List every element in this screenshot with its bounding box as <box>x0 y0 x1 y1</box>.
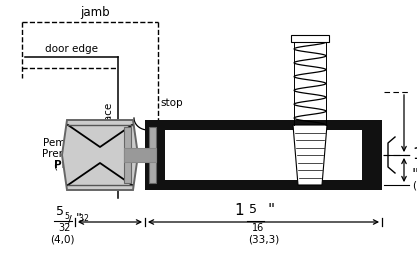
Text: ): ) <box>70 160 74 170</box>
Bar <box>165 130 362 180</box>
Text: PK: PK <box>54 160 70 170</box>
Text: 1: 1 <box>412 147 417 162</box>
Text: stop: stop <box>160 98 183 108</box>
Text: 5: 5 <box>56 205 64 218</box>
Text: ": " <box>76 213 82 225</box>
Bar <box>149 127 156 183</box>
Polygon shape <box>62 120 138 190</box>
Bar <box>124 127 131 183</box>
Text: (12,7): (12,7) <box>412 180 417 190</box>
Text: (4,0): (4,0) <box>50 234 74 244</box>
Text: ": " <box>412 168 417 183</box>
Bar <box>124 148 156 162</box>
Bar <box>291 35 329 42</box>
Text: (33,3): (33,3) <box>248 234 279 244</box>
Text: 1: 1 <box>234 203 244 218</box>
Text: door face: door face <box>104 102 114 151</box>
Text: 5: 5 <box>249 203 258 216</box>
Text: door edge: door edge <box>45 44 98 54</box>
Text: $_{32}$: $_{32}$ <box>78 213 89 225</box>
Text: Prene™: Prene™ <box>42 149 82 159</box>
Text: (: ( <box>53 160 57 170</box>
Text: $^5\!/$: $^5\!/$ <box>64 210 73 228</box>
Text: 16: 16 <box>252 223 265 233</box>
Bar <box>145 120 382 190</box>
Text: jamb: jamb <box>80 6 110 19</box>
Text: Pemko-: Pemko- <box>43 138 81 148</box>
Text: 32: 32 <box>59 223 71 233</box>
Polygon shape <box>293 125 327 185</box>
Text: ": " <box>267 203 275 218</box>
